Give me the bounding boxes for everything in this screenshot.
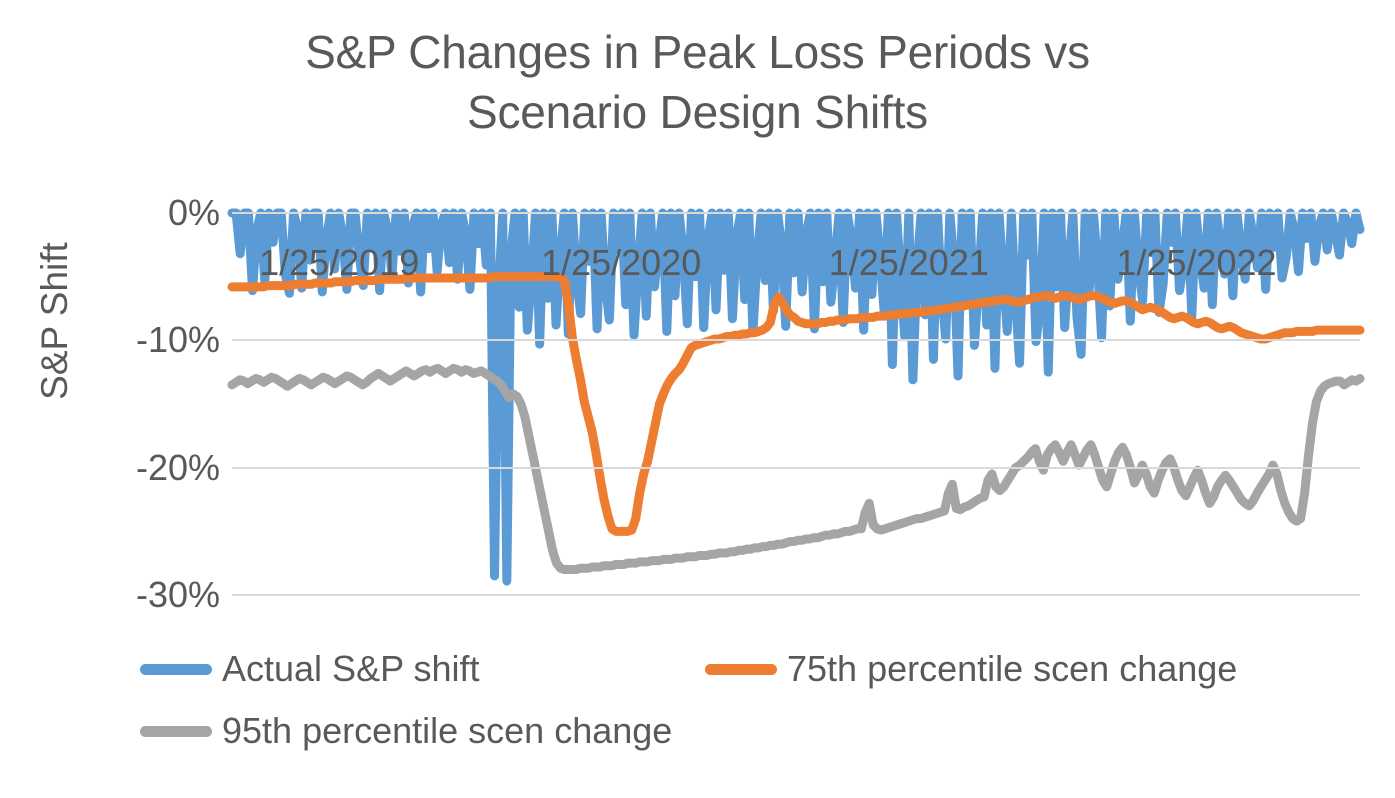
legend-label: 75th percentile scen change — [787, 648, 1238, 689]
legend-color-swatch — [705, 663, 777, 675]
chart-plot-svg — [232, 213, 1360, 595]
gridline — [232, 212, 1360, 214]
legend-label: 95th percentile scen change — [222, 710, 673, 751]
y-axis-tick-label: -20% — [135, 446, 220, 488]
gridline — [232, 594, 1360, 596]
x-axis-tick-label: 1/25/2021 — [828, 242, 989, 283]
plot-area — [232, 213, 1360, 595]
x-axis-tick-label: 1/25/2022 — [1116, 242, 1277, 283]
y-axis-title: S&P Shift — [34, 242, 75, 400]
y-axis-tick-labels: 0% -10% -20% -30% — [72, 0, 220, 613]
legend-label: Actual S&P shift — [222, 648, 480, 689]
legend-item[interactable]: Actual S&P shift — [140, 651, 705, 687]
legend-item[interactable]: 95th percentile scen change — [140, 713, 672, 749]
series-line-p95 — [232, 368, 1360, 569]
series-line-p75 — [232, 277, 1360, 532]
gridline — [232, 339, 1360, 342]
legend-color-swatch — [140, 663, 212, 675]
legend-row: 95th percentile scen change — [140, 700, 1340, 762]
chart-title: S&P Changes in Peak Loss Periods vs Scen… — [305, 26, 1090, 138]
x-axis-tick-label: 1/25/2019 — [259, 242, 420, 283]
legend-item[interactable]: 75th percentile scen change — [705, 651, 1237, 687]
y-axis-tick-label: -10% — [135, 319, 220, 361]
y-axis-tick-label: 0% — [167, 192, 220, 233]
y-axis-tick-label: -30% — [135, 574, 220, 615]
gridline — [232, 466, 1360, 469]
legend-row: Actual S&P shift 75th percentile scen cha… — [140, 638, 1340, 700]
legend-color-swatch — [140, 725, 212, 737]
x-axis-tick-label: 1/25/2020 — [541, 242, 702, 283]
chart-legend: Actual S&P shift 75th percentile scen cha… — [140, 638, 1340, 762]
